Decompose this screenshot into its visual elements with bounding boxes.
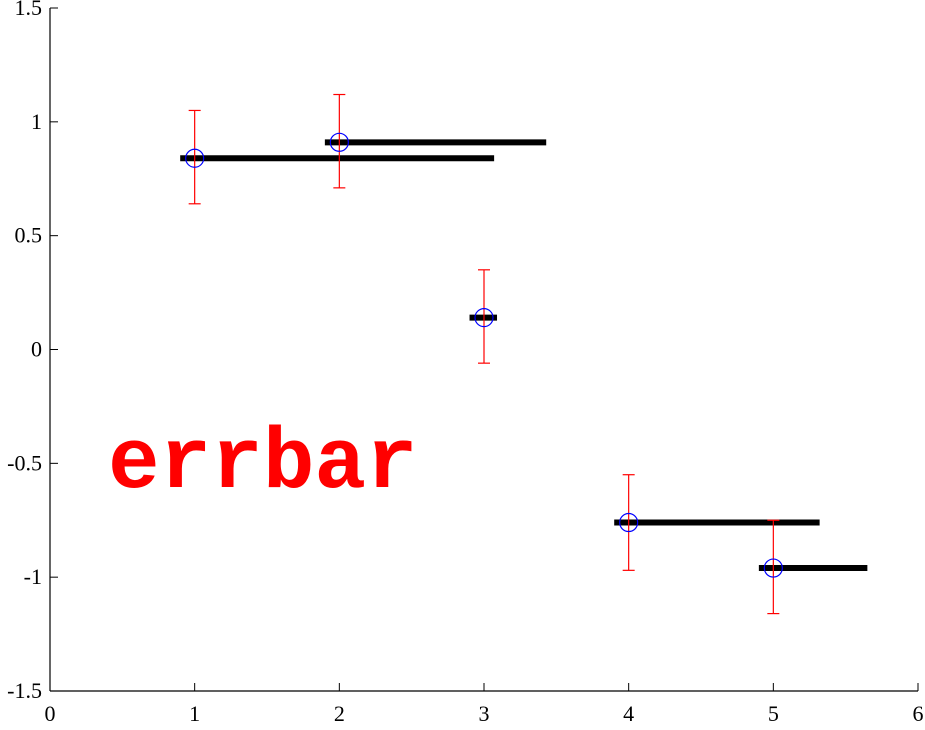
x-tick-label: 0 — [45, 701, 56, 726]
y-tick-label: 1 — [31, 109, 42, 134]
error-bars — [188, 93, 780, 615]
x-tick-label: 1 — [189, 701, 200, 726]
y-tick-label: -0.5 — [7, 450, 42, 475]
y-tick-label: 0 — [31, 337, 42, 362]
horizontal-bars — [180, 139, 868, 572]
data-point-marker — [474, 308, 494, 328]
y-tick-label: 1.5 — [15, 0, 43, 20]
data-point-marker — [185, 148, 205, 168]
data-point-marker — [329, 132, 349, 152]
markers — [185, 132, 783, 578]
data-point-marker — [619, 512, 639, 533]
errbar-annotation: errbar — [108, 415, 418, 513]
data-point-marker — [763, 558, 783, 578]
x-tick-label: 2 — [334, 701, 345, 726]
x-tick-label: 4 — [623, 701, 634, 726]
x-tick-label: 3 — [479, 701, 490, 726]
y-tick-label: -1 — [24, 564, 42, 589]
ticks: 0 1 2 3 4 5 6 1.5 1 0.5 0 -0.5 -1 -1.5 — [7, 0, 923, 726]
y-tick-label: -1.5 — [7, 678, 42, 703]
x-tick-label: 5 — [768, 701, 779, 726]
y-tick-label: 0.5 — [15, 223, 43, 248]
x-tick-label: 6 — [913, 701, 924, 726]
